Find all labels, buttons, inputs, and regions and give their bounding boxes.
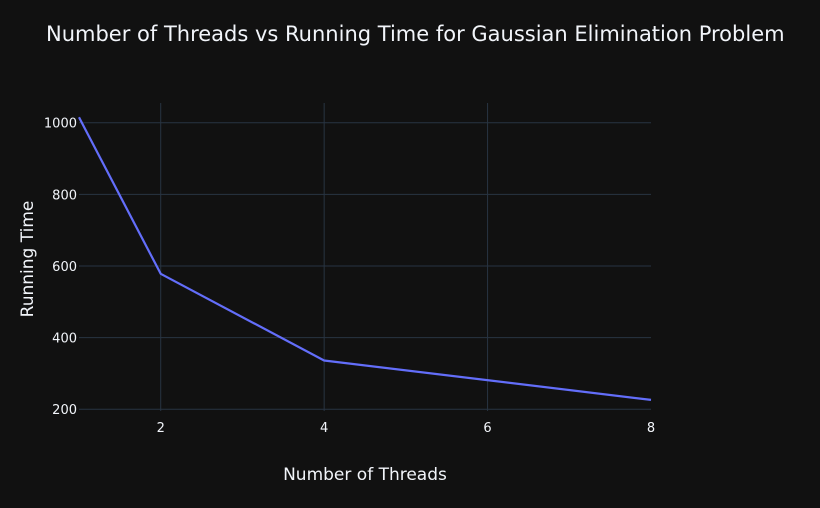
x-tick-label: 4 <box>320 421 328 436</box>
x-tick-label: 8 <box>647 421 655 436</box>
y-tick-label: 200 <box>52 403 77 418</box>
x-axis-title: Number of Threads <box>283 465 447 485</box>
chart-title: Number of Threads vs Running Time for Ga… <box>46 22 785 46</box>
y-tick-label: 600 <box>52 260 77 275</box>
y-axis-title: Running Time <box>18 201 38 318</box>
series-line <box>78 116 652 401</box>
grid-lines <box>79 103 651 411</box>
axis-ticks: 200 400 600 800 1000 2 4 6 8 <box>44 117 655 436</box>
y-tick-label: 400 <box>52 332 77 347</box>
series-layer <box>78 116 652 401</box>
y-tick-label: 1000 <box>44 117 77 132</box>
y-tick-label: 800 <box>52 188 77 203</box>
x-tick-label: 6 <box>483 421 491 436</box>
x-tick-label: 2 <box>157 421 165 436</box>
